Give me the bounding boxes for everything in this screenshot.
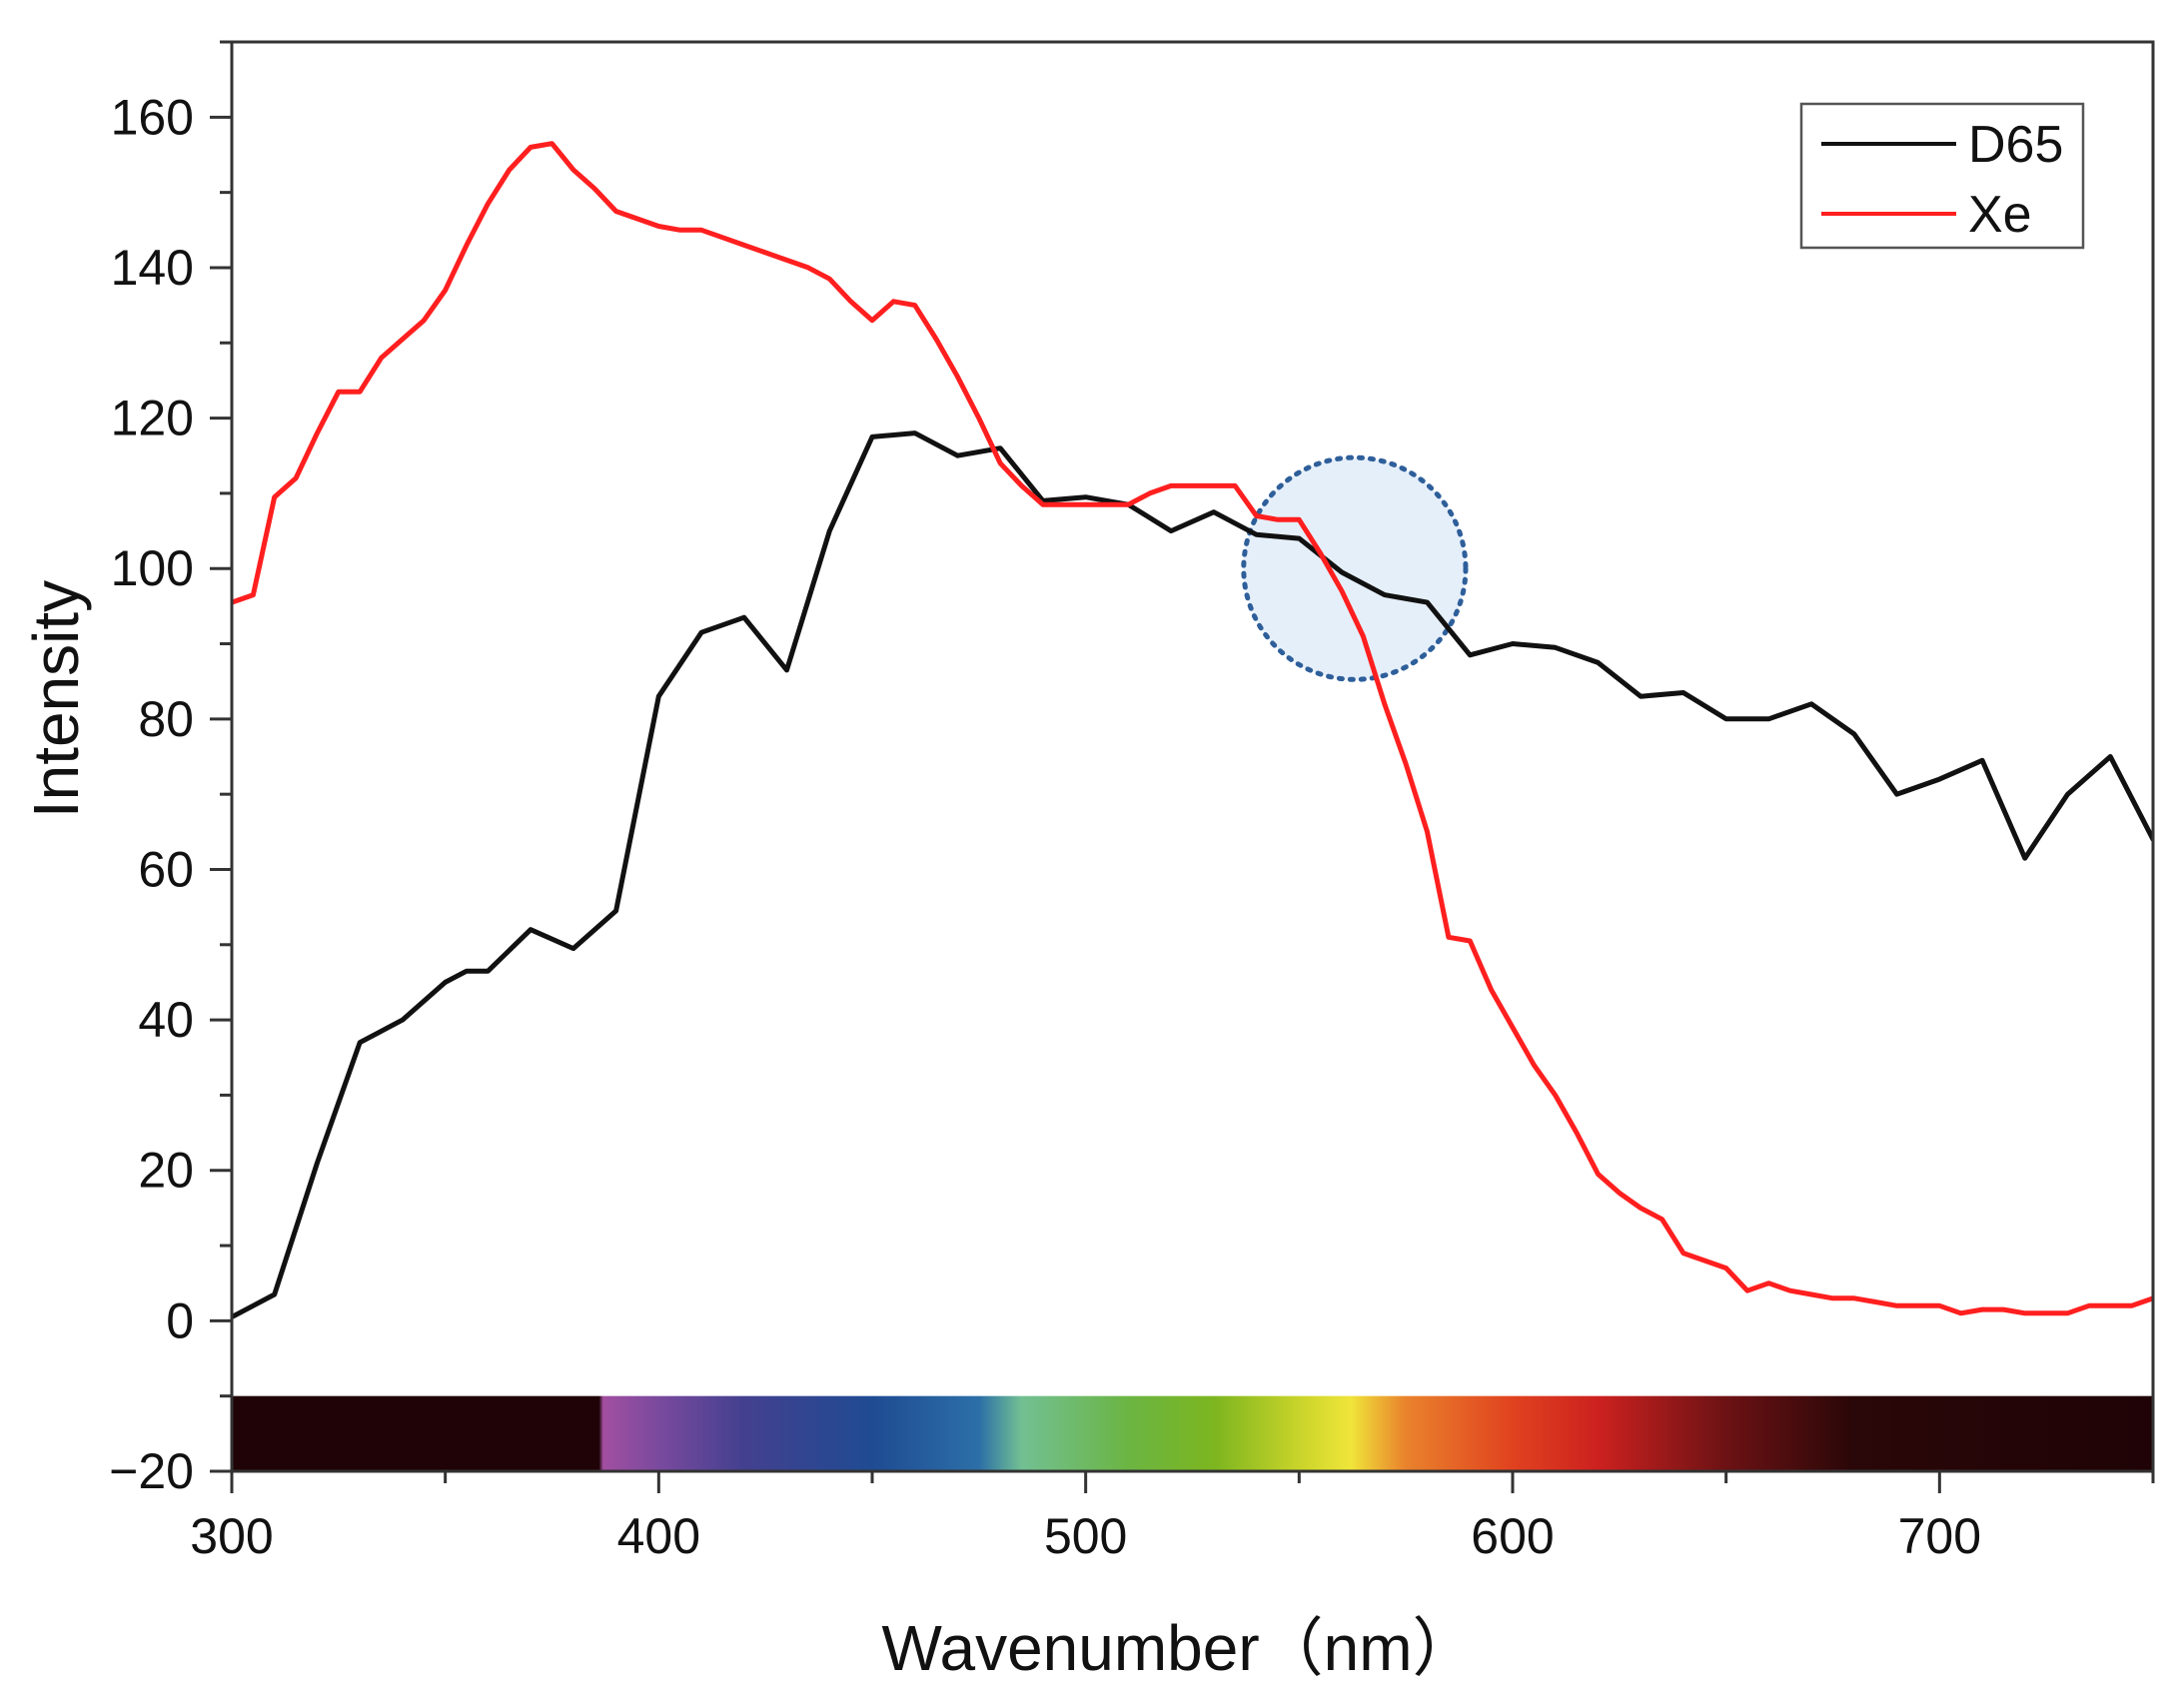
y-axis-title: Intensity	[20, 580, 92, 818]
y-tick-label--20: −20	[109, 1443, 194, 1499]
y-tick-label-100: 100	[111, 540, 194, 596]
legend-label-xe: Xe	[1968, 186, 2032, 244]
series-line-xe	[232, 141, 2153, 1316]
legend: D65 Xe	[1799, 102, 2085, 250]
visible-spectrum-band	[232, 1395, 2153, 1471]
plot-frame	[230, 40, 2155, 1473]
legend-label-d65: D65	[1968, 116, 2063, 174]
series-line-d65	[232, 430, 2153, 1320]
y-tick-label-140: 140	[111, 240, 194, 296]
x-tick-label-300: 300	[190, 1508, 273, 1564]
legend-box	[1799, 102, 2085, 250]
series-group	[232, 141, 2153, 1320]
y-tick-labels: −20 0 20 40 60 80 100 120 140 160	[109, 89, 194, 1499]
x-tick-label-400: 400	[617, 1508, 700, 1564]
y-tick-label-160: 160	[111, 89, 194, 145]
y-tick-label-20: 20	[138, 1143, 194, 1199]
x-tick-label-600: 600	[1471, 1508, 1554, 1564]
ticks-group	[210, 40, 2155, 1493]
y-tick-label-60: 60	[138, 841, 194, 897]
y-tick-label-120: 120	[111, 391, 194, 446]
y-tick-label-80: 80	[138, 691, 194, 747]
x-tick-label-700: 700	[1898, 1508, 1981, 1564]
y-tick-label-40: 40	[138, 992, 194, 1048]
crossover-highlight-circle	[1241, 454, 1469, 682]
x-axis-title: Wavenumber（nm）	[881, 1612, 1476, 1684]
x-tick-labels: 300 400 500 600 700	[190, 1508, 1981, 1564]
y-tick-label-0: 0	[166, 1292, 194, 1348]
x-tick-label-500: 500	[1044, 1508, 1127, 1564]
